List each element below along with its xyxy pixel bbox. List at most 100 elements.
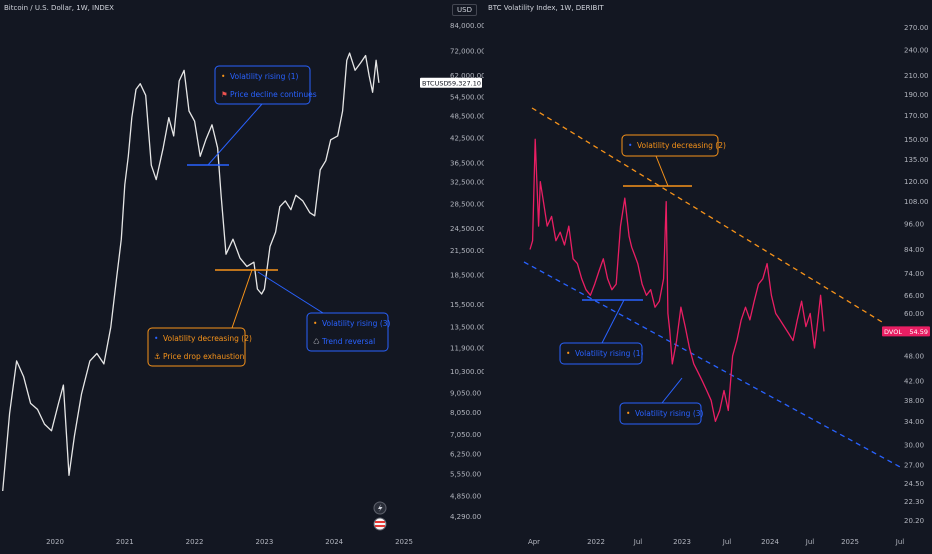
y-tick-label: 10,300.00	[450, 368, 484, 376]
annotation-2-label: Volatility decreasing (2)	[163, 334, 252, 343]
side-icons-svg	[373, 501, 387, 531]
x-tick-label: 2024	[761, 538, 779, 546]
annotation-1-label: Volatility rising (1)	[230, 72, 299, 81]
annotation-1-box	[559, 342, 643, 365]
x-tick-label: 2025	[841, 538, 859, 546]
annotation-2-line2: Price drop exhaustion	[163, 352, 245, 361]
y-tick-label: 48,500.00	[450, 113, 484, 121]
lower-trendline	[523, 261, 903, 469]
annotation-2-icon: •	[154, 334, 158, 343]
y-tick-label: 62,000.00	[450, 72, 484, 80]
flag-stripe-icon	[375, 521, 385, 523]
us-flag-icon[interactable]	[373, 517, 387, 531]
y-tick-label: 4,290.00	[450, 513, 481, 521]
annotation-2-icon-2: ⚓	[154, 352, 161, 361]
annotation-2-connector	[231, 269, 253, 329]
side-icons	[372, 500, 388, 538]
annotation-1-icon-2: ⚑	[221, 90, 228, 99]
annotation-2-box	[621, 134, 719, 157]
annotation-2-connector	[655, 155, 669, 187]
btc-symbol-title[interactable]: Bitcoin / U.S. Dollar, 1W, INDEX	[4, 4, 114, 12]
y-tick-label: 84.00	[904, 246, 924, 254]
y-tick-label: 60.00	[904, 310, 924, 318]
annotation-1-icon: •	[221, 72, 225, 81]
y-tick-label: 36,500.00	[450, 159, 484, 167]
x-tick-label: 2021	[116, 538, 134, 546]
y-tick-label: 240.00	[904, 46, 929, 54]
y-tick-label: 72,000.00	[450, 47, 484, 55]
dvol-line	[529, 138, 825, 423]
x-tick-label: 2020	[46, 538, 64, 546]
price-tag-symbol: BTCUSD	[422, 79, 448, 87]
y-tick-label: 135.00	[904, 156, 929, 164]
y-tick-label: 8,050.00	[450, 409, 481, 417]
y-tick-label: 6,250.00	[450, 451, 481, 459]
y-tick-label: 27.00	[904, 462, 924, 470]
x-tick-label: Jul	[805, 538, 815, 546]
y-tick-label: 66.00	[904, 292, 924, 300]
x-tick-label: 2025	[395, 538, 413, 546]
lightning-icon-glyph	[378, 504, 383, 512]
y-tick-label: 24.50	[904, 480, 924, 488]
annotation-2-icon: •	[628, 141, 632, 150]
dvol-panel: BTC Volatility Index, 1W, DERIBIT 270.00…	[484, 0, 932, 550]
annotation-3-connector	[661, 377, 683, 404]
price-tag-bg	[420, 77, 482, 88]
x-tick-label: 2023	[255, 538, 273, 546]
y-tick-label: 96.00	[904, 221, 924, 229]
annotation-3-connector	[257, 271, 324, 314]
y-tick-label: 120.00	[904, 178, 929, 186]
annotation-2-label: Volatility decreasing (2)	[637, 141, 726, 150]
x-tick-label: 2022	[587, 538, 605, 546]
annotation-1-connector	[207, 103, 263, 166]
y-tick-label: 38.00	[904, 397, 924, 405]
y-tick-label: 30.00	[904, 442, 924, 450]
btc-price-line	[2, 52, 380, 492]
x-tick-label: 2022	[186, 538, 204, 546]
y-tick-label: 11,900.00	[450, 344, 484, 352]
currency-selector[interactable]: USD	[452, 4, 477, 16]
annotation-1-icon: •	[566, 349, 570, 358]
y-tick-label: 54,500.00	[450, 93, 484, 101]
annotation-3-icon: •	[313, 319, 317, 328]
dvol-symbol-title[interactable]: BTC Volatility Index, 1W, DERIBIT	[488, 4, 604, 12]
annotation-3-label: Volatility rising (3)	[322, 319, 391, 328]
y-tick-label: 42,500.00	[450, 134, 484, 142]
y-tick-label: 7,050.00	[450, 431, 481, 439]
price-tag-bg	[882, 326, 930, 337]
y-tick-label: 28,500.00	[450, 200, 484, 208]
x-tick-label: Jul	[633, 538, 643, 546]
y-tick-label: 84,000.00	[450, 22, 484, 30]
y-tick-label: 190.00	[904, 91, 929, 99]
annotation-3-line2: Trend reversal	[321, 337, 375, 346]
y-tick-label: 18,500.00	[450, 272, 484, 280]
y-tick-label: 74.00	[904, 270, 924, 278]
price-tag-symbol: DVOL	[884, 328, 902, 336]
dvol-chart[interactable]: 270.00 240.00 210.00 190.00 170.00 150.00 135.…	[484, 0, 932, 550]
annotation-1-connector	[601, 299, 625, 344]
x-tick-label: 2023	[673, 538, 691, 546]
y-tick-label: 210.00	[904, 72, 929, 80]
y-tick-label: 150.00	[904, 136, 929, 144]
btc-price-panel: Bitcoin / U.S. Dollar, 1W, INDEX USD 84,…	[0, 0, 486, 550]
y-tick-label: 9,050.00	[450, 390, 481, 398]
annotation-1-label: Volatility rising (1)	[575, 349, 644, 358]
y-tick-label: 24,500.00	[450, 225, 484, 233]
flag-stripe-icon	[375, 525, 385, 527]
y-tick-label: 21,500.00	[450, 247, 484, 255]
y-tick-label: 22.30	[904, 498, 924, 506]
y-tick-label: 42.00	[904, 378, 924, 386]
annotation-2-box	[147, 327, 246, 367]
x-tick-label: Jul	[895, 538, 905, 546]
y-tick-label: 5,550.00	[450, 470, 481, 478]
y-tick-label: 108.00	[904, 198, 929, 206]
y-tick-label: 32,500.00	[450, 179, 484, 187]
price-tag-value: 54.59	[909, 328, 928, 336]
annotation-3-box	[619, 402, 702, 425]
y-tick-label: 48.00	[904, 352, 924, 360]
x-tick-label: 2024	[325, 538, 343, 546]
y-tick-label: 34.00	[904, 418, 924, 426]
y-tick-label: 20.20	[904, 517, 924, 525]
btc-price-chart[interactable]: 84,000.00 72,000.00 62,000.00 54,500.00 48,5…	[0, 0, 486, 550]
annotation-3-icon: •	[626, 409, 630, 418]
